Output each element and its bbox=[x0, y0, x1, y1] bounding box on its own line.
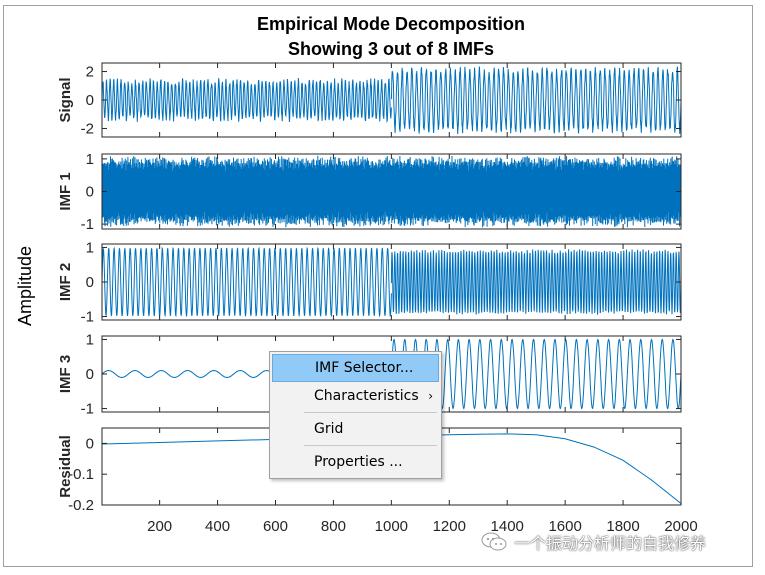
x-tick-label: 200 bbox=[147, 518, 172, 535]
y-tick-label: 2 bbox=[86, 64, 94, 81]
panel-imf-1: 1 0 -1 IMF 1 bbox=[57, 151, 682, 233]
series-line-imf-2 bbox=[102, 246, 681, 318]
panel-label-imf-1: IMF 1 bbox=[57, 172, 74, 210]
menu-separator bbox=[304, 445, 437, 446]
watermark-text: 一个振动分析师的自我修养 bbox=[514, 534, 707, 553]
y-tick-label: -1 bbox=[81, 401, 94, 418]
y-tick-label: 0 bbox=[86, 435, 94, 452]
x-tick-label: 1800 bbox=[606, 518, 639, 535]
chart-subtitle: Showing 3 out of 8 IMFs bbox=[288, 39, 494, 59]
x-tick-label: 800 bbox=[321, 518, 346, 535]
x-tick-label: 600 bbox=[263, 518, 288, 535]
menu-item-properties[interactable]: Properties ... bbox=[272, 448, 439, 476]
y-tick-label: 0 bbox=[86, 366, 94, 383]
chevron-right-icon: › bbox=[428, 389, 433, 403]
menu-item-imf-selector[interactable]: IMF Selector... bbox=[272, 354, 439, 382]
emd-panels: 2 0 -2 Signal 1 0 -1 IMF 1 1 0 -1 IMF 2 1 0 -1 IMF 3 0 -0… bbox=[57, 62, 682, 514]
y-tick-label: -0.1 bbox=[68, 466, 94, 483]
watermark: 一个振动分析师的自我修养 bbox=[480, 528, 706, 556]
y-tick-label: 1 bbox=[86, 151, 94, 168]
series-line-imf-1 bbox=[102, 155, 681, 228]
panel-label-imf-2: IMF 2 bbox=[57, 263, 74, 301]
y-tick-label: 0 bbox=[86, 92, 94, 109]
x-axis: 200 400 600 800 1000 1200 1400 1600 1800 2000 bbox=[147, 518, 698, 535]
panel-label-imf-3: IMF 3 bbox=[57, 355, 74, 393]
context-menu: IMF Selector... Characteristics › Grid P… bbox=[269, 351, 442, 479]
y-tick-label: 1 bbox=[86, 239, 94, 256]
y-tick-label: -2 bbox=[81, 120, 94, 137]
amplitude-label: Amplitude bbox=[15, 246, 35, 326]
y-tick-label: 1 bbox=[86, 331, 94, 348]
menu-item-label: Grid bbox=[314, 421, 344, 437]
series-line-residual bbox=[102, 433, 681, 504]
x-tick-label: 1400 bbox=[491, 518, 524, 535]
x-tick-label: 1000 bbox=[375, 518, 408, 535]
series-line-signal bbox=[102, 66, 681, 135]
menu-item-label: Properties ... bbox=[314, 454, 403, 470]
y-tick-label: -1 bbox=[81, 309, 94, 326]
y-tick-label: -0.2 bbox=[68, 497, 94, 514]
y-tick-label: -1 bbox=[81, 216, 94, 233]
x-tick-label: 2000 bbox=[664, 518, 697, 535]
menu-separator bbox=[304, 412, 437, 413]
panel-signal: 2 0 -2 Signal bbox=[57, 62, 682, 138]
panel-label-signal: Signal bbox=[57, 77, 74, 122]
menu-item-label: IMF Selector... bbox=[315, 360, 414, 376]
panel-label-residual: Residual bbox=[57, 435, 74, 498]
wechat-icon bbox=[481, 532, 507, 551]
x-tick-label: 1600 bbox=[548, 518, 581, 535]
x-tick-label: 1200 bbox=[433, 518, 466, 535]
chart-title: Empirical Mode Decomposition bbox=[257, 14, 525, 34]
x-tick-label: 400 bbox=[205, 518, 230, 535]
y-tick-label: 0 bbox=[86, 274, 94, 291]
menu-item-grid[interactable]: Grid bbox=[272, 415, 439, 443]
menu-item-characteristics[interactable]: Characteristics › bbox=[272, 382, 439, 410]
y-tick-label: 0 bbox=[86, 184, 94, 201]
panel-imf-2: 1 0 -1 IMF 2 bbox=[57, 239, 682, 326]
menu-item-label: Characteristics bbox=[314, 388, 419, 404]
